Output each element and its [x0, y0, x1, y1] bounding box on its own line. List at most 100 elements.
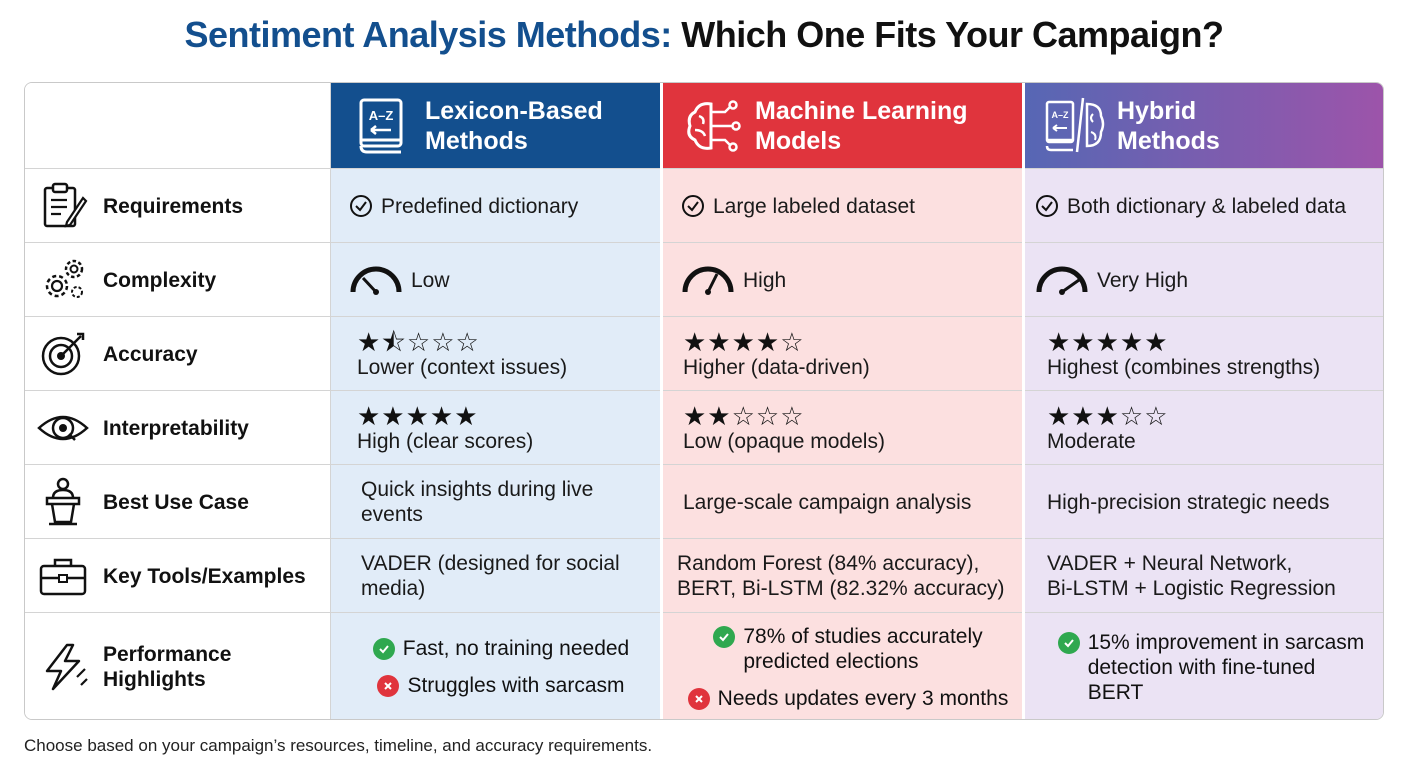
grid-line	[25, 464, 1383, 465]
grid-line	[25, 242, 1383, 243]
star-rating: ★★★☆☆	[1047, 400, 1169, 431]
cell-text: Moderate	[1047, 429, 1136, 453]
header-lexicon: A–Z Lexicon-Based Methods	[331, 83, 661, 169]
cell-text-line1: VADER + Neural Network,	[1047, 552, 1293, 575]
check-circle-icon	[1036, 195, 1058, 217]
header-lexicon-line2: Methods	[425, 127, 528, 155]
cell-requirements-ml: Large labeled dataset	[661, 169, 1023, 243]
pro-item: Fast, no training needed	[372, 636, 630, 661]
pro-text-line2: predicted elections	[743, 649, 919, 673]
row-label-requirements: Requirements	[25, 169, 331, 243]
row-label-text: Accuracy	[103, 342, 198, 366]
cell-complexity-ml: High	[661, 243, 1023, 317]
cell-text: High (clear scores)	[357, 429, 534, 453]
cell-text: High	[743, 268, 787, 292]
cell-best-use-ml: Large-scale campaign analysis	[661, 465, 1023, 539]
cell-interpretability-ml: ★★☆☆☆ Low (opaque models)	[661, 391, 1023, 465]
svg-text:A–Z: A–Z	[1051, 110, 1069, 120]
row-label-text: Best Use Case	[103, 490, 249, 514]
podium-icon	[45, 477, 81, 526]
cell-text: Lower (context issues)	[357, 355, 568, 379]
row-label-complexity: Complexity	[25, 243, 331, 317]
title-rest: Which One Fits Your Campaign?	[681, 14, 1224, 55]
row-label-best-use-case: Best Use Case	[25, 465, 331, 539]
row-label-accuracy: Accuracy	[25, 317, 331, 391]
header-ml-line1: Machine Learning	[755, 97, 968, 125]
cell-complexity-lexicon: Low	[331, 243, 661, 317]
gauge-high-icon	[682, 266, 734, 295]
cell-text: Large-scale campaign analysis	[683, 490, 972, 514]
cell-performance-lexicon: Fast, no training needed Struggles with …	[331, 613, 661, 719]
con-text: Struggles with sarcasm	[407, 674, 625, 697]
title-highlight: Sentiment Analysis Methods:	[184, 14, 673, 55]
cell-text-line2: BERT, Bi-LSTM (82.32% accuracy)	[677, 577, 1005, 600]
grid-line	[25, 168, 1383, 169]
row-label-text: Complexity	[103, 268, 217, 292]
cell-text: Low (opaque models)	[683, 429, 885, 453]
header-hybrid-line2: Methods	[1117, 127, 1220, 155]
cell-text-line1: Quick insights during live	[361, 478, 594, 501]
cell-text-line2: events	[361, 503, 423, 526]
cell-accuracy-ml: ★★★★☆ Higher (data-driven)	[661, 317, 1023, 391]
check-circle-icon	[682, 195, 704, 217]
corner-cell	[25, 83, 331, 169]
star-rating: ★⯪☆☆☆	[357, 326, 480, 357]
pro-text: Fast, no training needed	[402, 637, 630, 660]
pro-item: 15% improvement in sarcasm detection wit…	[1057, 630, 1365, 705]
grid-line	[1022, 83, 1025, 719]
row-label-text-line2: Highlights	[103, 668, 206, 691]
cell-text: Very High	[1097, 268, 1189, 292]
con-item: Struggles with sarcasm	[377, 673, 625, 698]
cell-performance-hybrid: 15% improvement in sarcasm detection wit…	[1023, 613, 1383, 719]
gauge-low-icon	[350, 266, 402, 295]
cell-text-line2: Bi-LSTM + Logistic Regression	[1047, 577, 1336, 600]
cell-best-use-lexicon: Quick insights during live events	[331, 465, 661, 539]
cell-text: High-precision strategic needs	[1047, 490, 1330, 514]
row-label-performance: Performance Highlights	[25, 613, 331, 719]
grid-line	[25, 612, 1383, 613]
cell-text: Predefined dictionary	[381, 194, 579, 218]
pro-text-line2: detection with fine-tuned	[1087, 655, 1316, 679]
row-label-text: Interpretability	[103, 416, 249, 440]
header-lexicon-line1: Lexicon-Based	[425, 97, 603, 125]
comparison-table: A–Z Lexicon-Based Methods Machine Learni…	[24, 82, 1384, 720]
check-badge-icon	[713, 625, 736, 648]
cell-text-line1: Random Forest (84% accuracy),	[677, 552, 980, 575]
cell-text: Large labeled dataset	[713, 194, 915, 218]
row-label-interpretability: Interpretability	[25, 391, 331, 465]
row-label-text-line1: Performance	[103, 643, 232, 666]
cell-accuracy-hybrid: ★★★★★ Highest (combines strengths)	[1023, 317, 1383, 391]
row-label-key-tools: Key Tools/Examples	[25, 539, 331, 613]
cell-performance-ml: 78% of studies accurately predicted elec…	[661, 613, 1023, 719]
pro-item: 78% of studies accurately predicted elec…	[713, 624, 983, 674]
star-rating: ★★★★★	[1047, 326, 1169, 357]
cell-text: Highest (combines strengths)	[1047, 355, 1321, 379]
star-rating: ★★★★★	[357, 400, 479, 431]
svg-text:A–Z: A–Z	[369, 108, 394, 123]
gears-icon	[45, 259, 84, 298]
cell-best-use-hybrid: High-precision strategic needs	[1023, 465, 1383, 539]
gauge-very-high-icon	[1036, 266, 1088, 295]
brain-circuit-icon	[687, 100, 741, 152]
header-ml: Machine Learning Models	[661, 83, 1023, 169]
target-icon	[41, 332, 85, 376]
grid-line	[330, 83, 331, 719]
toolbox-icon	[39, 558, 87, 596]
pro-text-line1: 15% improvement in sarcasm	[1087, 630, 1365, 654]
cell-text-line2: media)	[361, 577, 426, 600]
row-label-text: Requirements	[103, 194, 244, 218]
header-hybrid-line1: Hybrid	[1117, 97, 1197, 125]
cell-complexity-hybrid: Very High	[1023, 243, 1383, 317]
page-title: Sentiment Analysis Methods: Which One Fi…	[0, 14, 1408, 56]
footnote: Choose based on your campaign’s resource…	[24, 736, 653, 755]
cell-tools-lexicon: VADER (designed for social media)	[331, 539, 661, 613]
cell-interpretability-lexicon: ★★★★★ High (clear scores)	[331, 391, 661, 465]
dictionary-icon: A–Z	[359, 98, 403, 154]
header-ml-line2: Models	[755, 127, 842, 155]
grid-line	[25, 390, 1383, 391]
header-hybrid: A–Z Hybrid Methods	[1023, 83, 1383, 169]
grid-line	[25, 538, 1383, 539]
cell-interpretability-hybrid: ★★★☆☆ Moderate	[1023, 391, 1383, 465]
check-circle-icon	[350, 195, 372, 217]
book-brain-icon: A–Z	[1045, 97, 1105, 153]
